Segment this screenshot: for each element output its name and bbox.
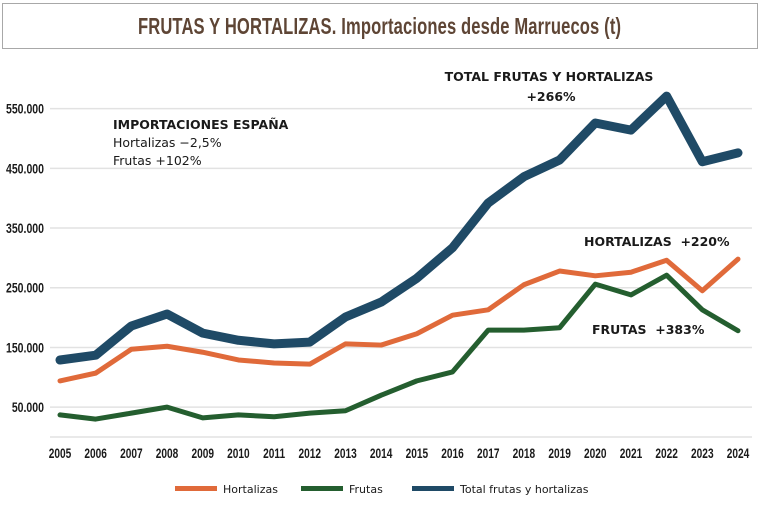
x-tick-label: 2021 (620, 446, 643, 462)
x-axis-ticks: 2005 2006 2007 2008 2009 2010 2011 2012 2013 2014… (49, 446, 750, 462)
x-tick-label: 2005 (49, 446, 72, 462)
annotation-total-label: TOTAL FRUTAS Y HORTALIZAS (445, 69, 654, 84)
annotation-spain-hortalizas: Hortalizas −2,5% (113, 135, 222, 150)
y-tick-label: 350.000 (6, 221, 44, 237)
x-tick-label: 2007 (120, 446, 143, 462)
x-tick-label: 2013 (334, 446, 357, 462)
x-tick-label: 2020 (584, 446, 607, 462)
legend-label: Frutas (349, 483, 383, 496)
chart-title: FRUTAS Y HORTALIZAS. Importaciones desde… (138, 12, 622, 39)
x-tick-label: 2017 (477, 446, 500, 462)
y-tick-label: 450.000 (6, 161, 44, 177)
x-tick-label: 2012 (299, 446, 322, 462)
y-axis-ticks: 50.000 150.000 250.000 350.000 450.000 550.00… (6, 101, 44, 415)
annotation-spain-frutas: Frutas +102% (113, 153, 202, 168)
legend-label: Total frutas y hortalizas (459, 483, 589, 496)
x-tick-label: 2014 (370, 446, 393, 462)
y-tick-label: 250.000 (6, 280, 44, 296)
legend-swatch (301, 486, 343, 491)
series-lines (55, 91, 743, 422)
legend-label: Hortalizas (223, 483, 278, 496)
x-tick-label: 2023 (691, 446, 714, 462)
x-tick-label: 2016 (441, 446, 464, 462)
x-tick-label: 2009 (191, 446, 214, 462)
annotation-total-pct: +266% (526, 89, 576, 104)
x-tick-label: 2024 (727, 446, 750, 462)
y-tick-label: 50.000 (12, 400, 44, 416)
y-tick-label: 150.000 (6, 340, 44, 356)
x-tick-label: 2010 (227, 446, 250, 462)
x-tick-label: 2022 (655, 446, 678, 462)
annotation-frutas: FRUTAS +383% (592, 322, 705, 337)
x-tick-label: 2006 (84, 446, 107, 462)
y-tick-label: 550.000 (6, 101, 44, 117)
series-line-frutas (57, 272, 741, 422)
chart-title-box: FRUTAS Y HORTALIZAS. Importaciones desde… (2, 3, 758, 49)
x-tick-label: 2011 (263, 446, 285, 462)
legend-swatch (412, 486, 454, 491)
x-tick-label: 2015 (406, 446, 429, 462)
legend: Hortalizas Frutas Total frutas y hortaliza… (175, 483, 589, 496)
series-line-total-frutas-y-hortalizas (55, 91, 743, 365)
x-tick-label: 2018 (513, 446, 536, 462)
legend-swatch (175, 486, 217, 491)
annotation-spain-heading: IMPORTACIONES ESPAÑA (113, 117, 289, 132)
annotation-hortalizas: HORTALIZAS +220% (584, 234, 730, 249)
x-tick-label: 2019 (548, 446, 571, 462)
series-line-hortalizas (57, 256, 741, 384)
x-tick-label: 2008 (156, 446, 179, 462)
